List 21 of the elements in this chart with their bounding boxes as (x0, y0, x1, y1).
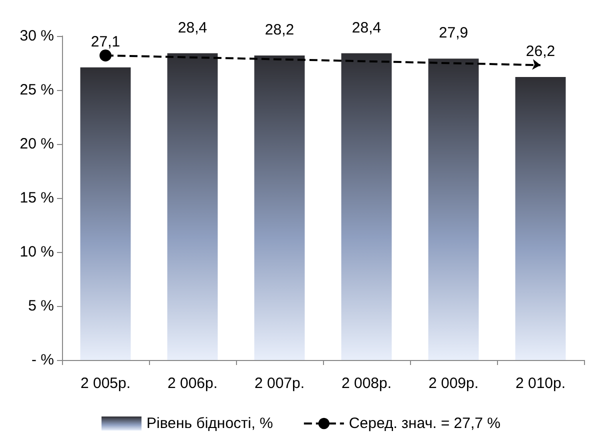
data-label: 28,4 (352, 19, 382, 36)
y-tick-label: 5 % (28, 298, 54, 314)
x-tick-label: 2 006р. (167, 375, 218, 392)
y-tick-label: 20 % (20, 136, 54, 152)
x-tick-label: 2 010р. (515, 375, 566, 392)
data-label: 26,2 (526, 43, 556, 60)
data-label: 27,1 (90, 33, 120, 50)
x-tick-label: 2 008р. (341, 375, 392, 392)
x-tick-label: 2 005р. (80, 375, 131, 392)
y-tick-label: 25 % (20, 82, 54, 98)
data-label: 28,4 (178, 19, 208, 36)
legend-label: Серед. знач. = 27,7 % (348, 415, 501, 432)
y-tick-label: 30 % (20, 28, 54, 44)
data-label: 27,9 (438, 24, 468, 42)
y-tick-label: 15 % (20, 190, 54, 206)
x-tick-label: 2 007р. (254, 375, 305, 392)
y-tick-label: - % (32, 352, 54, 368)
x-tick-label: 2 009р. (428, 375, 479, 392)
y-tick-label: 10 % (20, 244, 54, 260)
data-label: 28,2 (264, 21, 294, 38)
legend-label: Рівень бідності, % (146, 415, 273, 432)
